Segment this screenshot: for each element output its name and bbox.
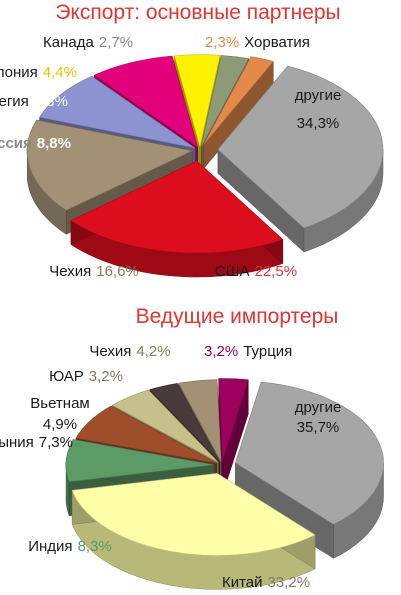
label-name-Чехия: Чехия — [89, 343, 131, 360]
label-Россия: Россия 8,8% — [0, 135, 71, 152]
slice-Турция — [218, 378, 249, 461]
label-value-Румыния: 7,3% — [39, 434, 73, 451]
slice-другие — [217, 65, 384, 229]
label-name-ЮАР: ЮАР — [49, 368, 84, 385]
label-name-другие: другие — [295, 87, 342, 104]
import-pie — [65, 378, 384, 590]
label-value-Хорватия: 2,3% — [205, 34, 239, 51]
label-Канада: Канада 2,7% — [43, 34, 133, 51]
label-name-Япония: Япония — [0, 64, 38, 81]
label-value-ЮАР: 3,2% — [89, 368, 123, 385]
label-value-Япония: 4,4% — [43, 64, 77, 81]
export-labels: другие 34,3% США 22,5% Чехия 16,6% Россия 8,8% Н… — [0, 34, 341, 280]
slice-ЮАР — [149, 383, 220, 463]
slice-Индия — [65, 439, 215, 483]
slice-Канада — [200, 55, 250, 147]
label-Турция: 3,2% Турция — [204, 343, 292, 360]
slice-другие — [235, 381, 384, 525]
label-value-Россия: 8,8% — [37, 135, 71, 152]
label-value-Индия: 8,3% — [78, 538, 112, 555]
label-Чехия: Чехия 16,6% — [49, 263, 139, 280]
label-name-Норвегия: Норвегия — [0, 93, 29, 110]
label-США: США 22,5% — [215, 263, 297, 280]
label-name-Хорватия: Хорватия — [244, 34, 310, 51]
label-Китай: Китай 33,2% — [222, 574, 310, 591]
slice-Чехия — [26, 119, 194, 211]
label-name-Чехия: Чехия — [49, 263, 91, 280]
label-value-другие: 35,7% — [297, 419, 340, 436]
label-value-Канада: 2,7% — [99, 34, 133, 51]
slice-Румыния — [75, 405, 218, 464]
slice-Хорватия — [203, 56, 274, 145]
slice-Россия — [39, 75, 196, 149]
label-value-США: 22,5% — [255, 263, 298, 280]
slice-Япония — [174, 54, 221, 147]
label-Индия: Индия 8,3% — [28, 538, 112, 555]
label-value-Норвегия: 8,3% — [34, 93, 68, 110]
slice-Вьетнам — [111, 389, 219, 463]
import-labels: другие 35,7% Китай 33,2% Индия 8,3% Румыния 7,3… — [0, 343, 341, 591]
label-ЮАР: ЮАР 3,2% — [49, 368, 123, 385]
label-value-Вьетнам: 4,9% — [43, 416, 77, 433]
label-Хорватия: 2,3% Хорватия — [205, 34, 310, 51]
label-name-Румыния: Румыния — [0, 434, 34, 451]
label-name-Индия: Индия — [28, 538, 72, 555]
label-value-Чехия: 4,2% — [136, 343, 170, 360]
label-Румыния: Румыния 7,3% — [0, 434, 73, 451]
slice-Чехия — [178, 379, 222, 462]
slice-США — [70, 160, 284, 254]
slice-Китай — [71, 473, 316, 556]
slice-Норвегия — [93, 55, 199, 148]
export-chart-title: Экспорт: основные партнеры — [55, 1, 340, 24]
import-chart-title: Ведущие импортеры — [136, 305, 339, 328]
label-value-другие: 34,3% — [297, 115, 340, 132]
label-name-Вьетнам: Вьетнам — [30, 395, 89, 412]
label-Норвегия: Норвегия 8,3% — [0, 93, 68, 110]
label-name-Китай: Китай — [222, 574, 263, 591]
label-Япония: Япония 4,4% — [0, 64, 77, 81]
label-value-Китай: 33,2% — [268, 574, 311, 591]
export-pie — [26, 54, 384, 278]
label-name-Турция: Турция — [243, 343, 292, 360]
label-name-США: США — [215, 263, 250, 280]
label-value-Турция: 3,2% — [204, 343, 238, 360]
label-name-Россия: Россия — [0, 135, 32, 152]
label-Чехия: Чехия 4,2% — [89, 343, 170, 360]
label-value-Чехия: 16,6% — [96, 263, 139, 280]
label-name-Канада: Канада — [43, 34, 94, 51]
label-name-другие: другие — [295, 399, 342, 416]
